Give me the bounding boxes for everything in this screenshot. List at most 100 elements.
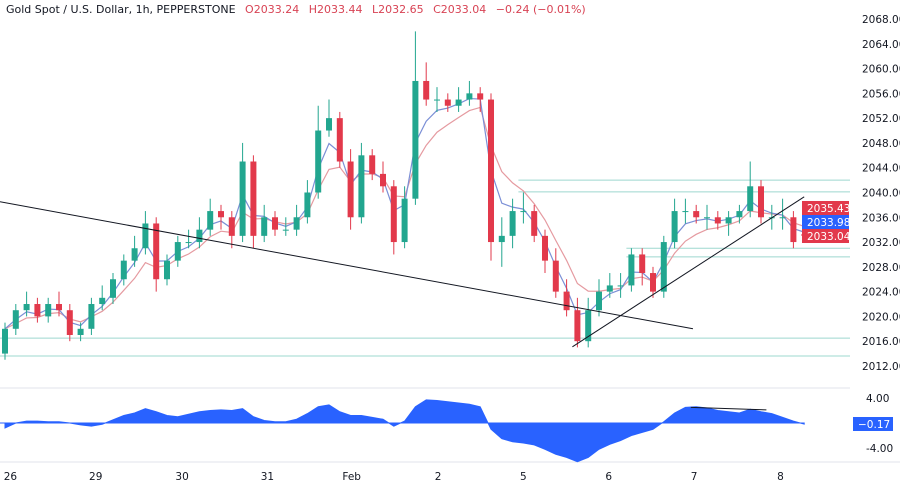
candle-body: [671, 211, 678, 243]
price-tag-label: 2035.43: [807, 203, 850, 215]
candle-body: [239, 161, 246, 236]
candle-body: [272, 217, 278, 230]
candle-body: [336, 118, 343, 162]
candle-body: [660, 242, 667, 292]
candle-body: [423, 80, 430, 100]
candle-body: [23, 304, 30, 311]
price-tick-label: 2028.00: [862, 262, 900, 274]
candle-body: [563, 291, 570, 311]
candle: [164, 254, 170, 286]
candle-body: [509, 211, 516, 236]
candle-body: [142, 223, 149, 249]
candle-body: [282, 229, 289, 231]
candle: [2, 322, 8, 360]
candle: [12, 304, 19, 335]
candle: [574, 297, 581, 348]
candle: [455, 87, 462, 112]
candle-body: [747, 186, 754, 212]
candle-body: [326, 118, 332, 131]
candle: [628, 248, 635, 292]
candle-body: [164, 260, 170, 280]
oscillator-divergence-line: [690, 406, 767, 411]
time-tick-label: 31: [261, 471, 274, 483]
candle-body: [725, 217, 732, 224]
candle-body: [682, 211, 689, 213]
candle: [218, 204, 224, 230]
change-value: −0.24 (−0.01%): [495, 3, 586, 16]
candle: [552, 248, 559, 298]
candle: [650, 266, 656, 298]
candle: [466, 80, 473, 106]
candle-body: [552, 260, 559, 292]
oscillator-tick-label: 4.00: [866, 393, 889, 405]
candle: [131, 235, 138, 267]
price-tick-label: 2044.00: [862, 163, 900, 175]
candle-body: [88, 304, 95, 329]
candle: [617, 273, 624, 298]
chart-legend: Gold Spot / U.S. Dollar, 1h, PEPPERSTONE…: [6, 3, 586, 16]
candle-body: [390, 186, 397, 243]
candle: [99, 285, 106, 311]
candle-body: [56, 304, 62, 311]
candle-body: [110, 279, 116, 298]
candle: [77, 322, 84, 342]
candle: [542, 229, 548, 274]
candle-body: [412, 80, 419, 199]
time-tick-label: 2: [435, 471, 442, 483]
candle: [390, 180, 397, 255]
candle: [261, 204, 268, 243]
time-tick-label: 5: [520, 471, 527, 483]
candle: [758, 180, 764, 224]
last-price-tag: 2033.04: [802, 229, 851, 243]
price-tick-label: 2040.00: [862, 187, 900, 199]
price-tick-label: 2060.00: [862, 64, 900, 76]
candle: [228, 211, 235, 249]
time-tick-label: 6: [605, 471, 612, 483]
candle: [725, 211, 732, 236]
candle-body: [304, 192, 311, 218]
symbol-title: Gold Spot / U.S. Dollar, 1h, PEPPERSTONE: [6, 3, 236, 16]
trendline: [0, 201, 694, 330]
candle-body: [218, 211, 224, 218]
candle: [531, 204, 538, 243]
candle-body: [736, 211, 743, 218]
candle-body: [574, 310, 581, 342]
candle: [293, 204, 300, 236]
oscillator-tick-label: -4.00: [866, 443, 893, 455]
candle: [250, 155, 257, 249]
candle-body: [131, 248, 138, 261]
candle: [596, 279, 602, 317]
price-tick-label: 2036.00: [862, 212, 900, 224]
candle-body: [498, 235, 505, 243]
candle: [369, 149, 376, 181]
candle-body: [207, 211, 214, 230]
ma-fast-price-tag: 2033.98: [802, 215, 850, 229]
candle: [423, 62, 430, 106]
time-tick-label: 7: [691, 471, 698, 483]
candle: [358, 142, 365, 224]
price-tag-label: 2033.04: [807, 231, 851, 243]
low-value: L2032.65: [371, 3, 424, 16]
price-tick-label: 2032.00: [862, 237, 900, 249]
candle: [153, 217, 160, 292]
candle: [477, 87, 484, 112]
oscillator-tag-bg: [853, 417, 893, 431]
price-tag-bg: [802, 215, 849, 229]
candle: [142, 211, 149, 255]
candle: [380, 161, 386, 193]
candle: [488, 93, 494, 261]
candle-body: [174, 242, 181, 261]
high-value: H2033.44: [308, 3, 363, 16]
candle-body: [520, 211, 527, 213]
price-tick-label: 2052.00: [862, 113, 900, 125]
candle-body: [585, 310, 592, 342]
time-tick-label: 8: [777, 471, 784, 483]
price-tick-label: 2016.00: [862, 336, 900, 348]
candle: [120, 254, 127, 286]
candle: [639, 248, 646, 286]
candle-body: [650, 273, 656, 292]
candle: [45, 297, 52, 323]
time-tick-label: Feb: [342, 471, 361, 483]
candle: [272, 211, 278, 236]
